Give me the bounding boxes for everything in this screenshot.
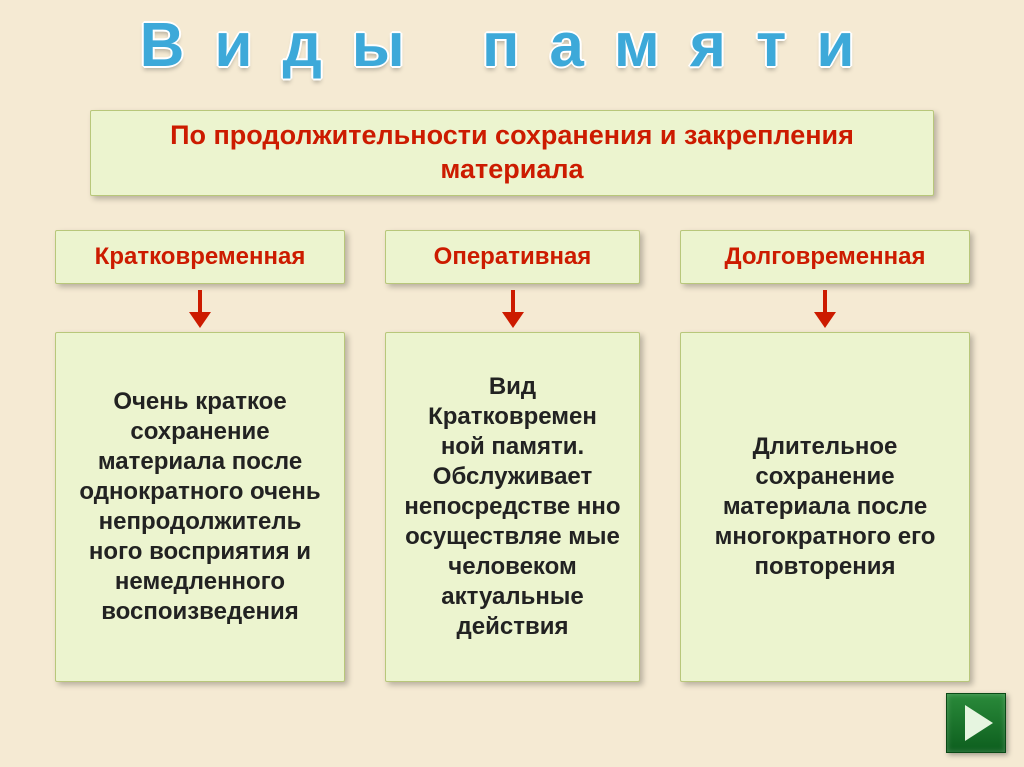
page-title: Виды памяти	[0, 0, 1024, 81]
next-button[interactable]	[946, 693, 1006, 753]
description-text-3: Длительное сохранение материала после мн…	[699, 432, 951, 582]
description-box-2: Вид Кратковремен ной памяти. Обслуживает…	[385, 332, 640, 682]
category-label-2: Оперативная	[434, 242, 592, 272]
description-box-3: Длительное сохранение материала после мн…	[680, 332, 970, 682]
arrow-down-icon	[189, 290, 211, 328]
description-box-1: Очень краткое сохранение материала после…	[55, 332, 345, 682]
category-label-1: Кратковременная	[95, 242, 306, 272]
category-box-2: Оперативная	[385, 230, 640, 284]
arrow-down-icon	[814, 290, 836, 328]
headline-box: По продолжительности сохранения и закреп…	[90, 110, 934, 196]
category-box-1: Кратковременная	[55, 230, 345, 284]
category-box-3: Долговременная	[680, 230, 970, 284]
triangle-right-icon	[965, 705, 993, 741]
page-title-text: Виды памяти	[140, 11, 885, 80]
arrow-down-icon	[502, 290, 524, 328]
description-text-2: Вид Кратковремен ной памяти. Обслуживает…	[404, 372, 621, 642]
category-label-3: Долговременная	[725, 242, 926, 272]
description-text-1: Очень краткое сохранение материала после…	[74, 387, 326, 627]
headline-text: По продолжительности сохранения и закреп…	[91, 119, 933, 187]
